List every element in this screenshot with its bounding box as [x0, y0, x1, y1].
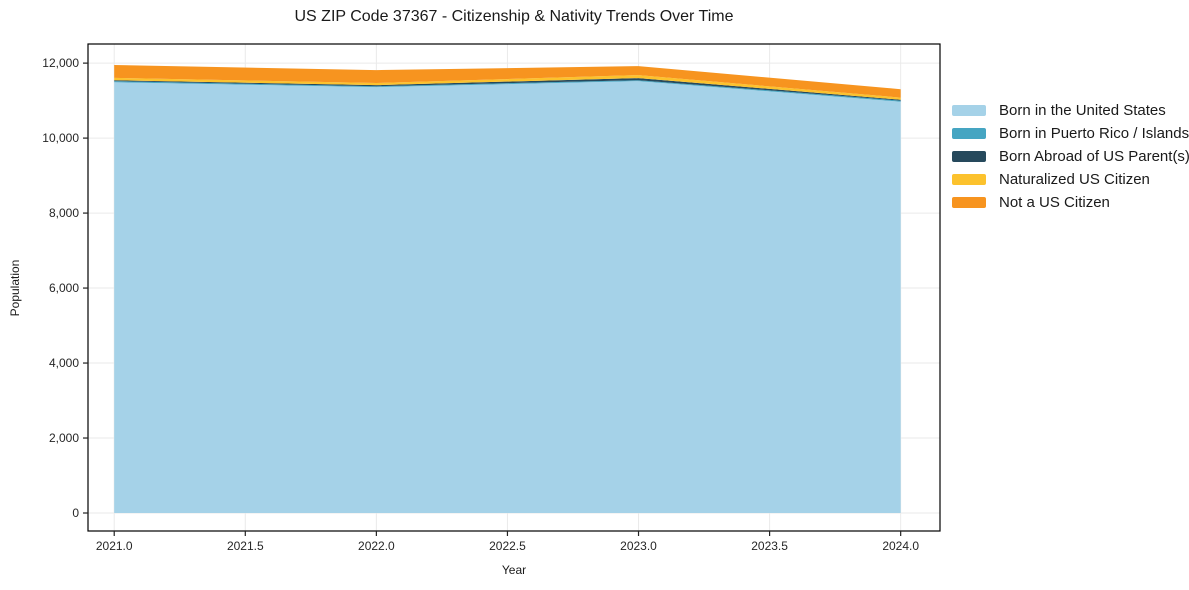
legend-swatch-not-citizen [952, 196, 986, 208]
x-tick-label: 2024.0 [882, 539, 919, 553]
chart-title: US ZIP Code 37367 - Citizenship & Nativi… [294, 8, 734, 25]
legend-item-born-abroad: Born Abroad of US Parent(s) [952, 147, 1189, 165]
legend-item-not-citizen: Not a US Citizen [952, 193, 1189, 211]
x-axis-label: Year [501, 563, 527, 577]
y-axis-label: Population [8, 259, 22, 317]
y-tick-label: 6,000 [49, 281, 79, 295]
x-tick-label: 2023.5 [751, 539, 788, 553]
y-tick-label: 0 [72, 506, 79, 520]
y-tick-label: 12,000 [42, 56, 79, 70]
y-tick-label: 4,000 [49, 356, 79, 370]
legend-label: Born Abroad of US Parent(s) [999, 147, 1189, 165]
legend-label: Not a US Citizen [999, 193, 1110, 211]
area-series-3 [114, 75, 901, 100]
area-series-1 [114, 80, 901, 102]
y-tick-label: 10,000 [42, 131, 79, 145]
legend-swatch-born-abroad [952, 150, 986, 162]
x-tick-label: 2022.5 [489, 539, 526, 553]
y-tick-label: 8,000 [49, 206, 79, 220]
legend-swatch-born-us [952, 104, 986, 116]
legend-item-born-us: Born in the United States [952, 101, 1189, 119]
y-tick-label: 2,000 [49, 431, 79, 445]
legend: Born in the United States Born in Puerto… [952, 101, 1189, 211]
legend-label: Born in the United States [999, 101, 1166, 119]
legend-item-naturalized: Naturalized US Citizen [952, 170, 1189, 188]
x-tick-label: 2021.5 [227, 539, 264, 553]
x-tick-label: 2021.0 [96, 539, 133, 553]
area-series-2 [114, 78, 901, 101]
legend-swatch-puerto-rico [952, 127, 986, 139]
area-series-0 [114, 81, 901, 513]
legend-label: Naturalized US Citizen [999, 170, 1150, 188]
legend-label: Born in Puerto Rico / Islands [999, 124, 1189, 142]
x-tick-label: 2022.0 [358, 539, 395, 553]
area-series-4 [114, 65, 901, 98]
legend-item-puerto-rico: Born in Puerto Rico / Islands [952, 124, 1189, 142]
x-tick-label: 2023.0 [620, 539, 657, 553]
legend-swatch-naturalized [952, 173, 986, 185]
